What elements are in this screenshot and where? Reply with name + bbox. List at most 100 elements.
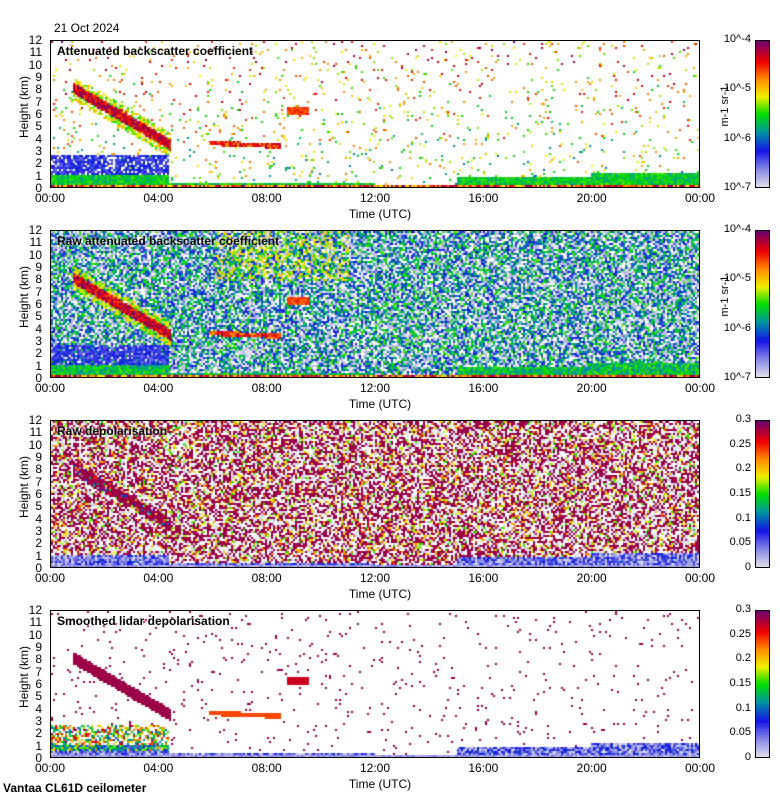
y-tick-label: 7 bbox=[35, 474, 42, 489]
heatmap-cells bbox=[51, 231, 699, 377]
y-tick-label: 5 bbox=[35, 119, 42, 134]
colorbar-tick-label: 10^-7 bbox=[723, 181, 751, 193]
x-tick-label: 08:00 bbox=[251, 191, 282, 205]
x-tick-label: 00:00 bbox=[34, 571, 66, 585]
x-tick-label: 12:00 bbox=[359, 191, 391, 205]
panel-3: Raw depolarisation Height (km) 0 1 2 3 4 5 6 7 8 9 1… bbox=[0, 413, 780, 610]
colorbar-tick-label: 0.1 bbox=[735, 511, 751, 524]
date-label: 21 Oct 2024 bbox=[54, 21, 120, 35]
y-tick-label: 10 bbox=[28, 247, 42, 262]
y-tick-label: 6 bbox=[35, 297, 42, 311]
panel-4: Smoothed lidar depolarisation Height (km)… bbox=[0, 603, 780, 800]
y-tick-label: 2 bbox=[35, 726, 42, 741]
colorbar-tick-label: 0.1 bbox=[735, 701, 751, 714]
x-axis-label: Time (UTC) bbox=[348, 777, 412, 791]
y-tick-label: 3 bbox=[35, 714, 42, 728]
heatmap-plot bbox=[50, 230, 700, 378]
y-tick-label: 5 bbox=[35, 689, 42, 704]
y-tick-label: 12 bbox=[28, 413, 42, 427]
x-tick-label: 00:00 bbox=[34, 761, 66, 775]
x-tick-label: 04:00 bbox=[143, 381, 174, 395]
x-tick-label: 16:00 bbox=[468, 381, 499, 395]
x-axis-label: Time (UTC) bbox=[348, 397, 412, 411]
y-tick-label: 4 bbox=[35, 701, 42, 716]
colorbar-tick-label: 0.25 bbox=[729, 627, 751, 640]
x-axis-label: Time (UTC) bbox=[348, 587, 412, 601]
y-tick-label: 11 bbox=[29, 425, 42, 440]
x-tick-label: 12:00 bbox=[359, 571, 391, 585]
heatmap-plot bbox=[50, 610, 700, 758]
y-tick-label: 4 bbox=[35, 511, 42, 526]
x-tick-label: 04:00 bbox=[143, 191, 174, 205]
panel-title: Raw depolarisation bbox=[57, 424, 168, 438]
colorbar-unit: m-1 sr-1 bbox=[719, 85, 731, 127]
y-tick-label: 0 bbox=[35, 751, 42, 765]
heatmap-cells bbox=[51, 41, 699, 187]
x-tick-label: 00:00 bbox=[684, 761, 716, 775]
y-tick-label: 3 bbox=[35, 334, 42, 348]
x-tick-label: 20:00 bbox=[576, 381, 607, 395]
y-tick-label: 5 bbox=[35, 309, 42, 324]
panel-title: Raw attenuated backscatter coefficient bbox=[57, 234, 280, 248]
y-tick-label: 3 bbox=[35, 524, 42, 538]
colorbar-tick-label: 0 bbox=[744, 751, 751, 763]
x-tick-label: 16:00 bbox=[468, 761, 499, 775]
colorbar-tick-label: 10^-5 bbox=[723, 82, 751, 95]
colorbar-tick-label: 10^-5 bbox=[723, 272, 751, 285]
colorbar bbox=[755, 40, 770, 188]
panel-title: Smoothed lidar depolarisation bbox=[57, 614, 230, 628]
y-tick-label: 4 bbox=[35, 321, 42, 336]
colorbar-tick-label: 0.2 bbox=[735, 652, 751, 665]
x-tick-label: 20:00 bbox=[576, 761, 607, 775]
colorbar-tick-label: 0.2 bbox=[735, 462, 751, 475]
x-tick-label: 08:00 bbox=[251, 761, 282, 775]
x-tick-label: 12:00 bbox=[359, 381, 391, 395]
colorbar-tick-label: 0.15 bbox=[729, 487, 751, 499]
x-tick-label: 20:00 bbox=[576, 191, 607, 205]
x-tick-label: 12:00 bbox=[359, 761, 391, 775]
y-tick-label: 9 bbox=[35, 640, 42, 654]
y-tick-label: 5 bbox=[35, 499, 42, 514]
x-tick-label: 20:00 bbox=[576, 571, 607, 585]
colorbar bbox=[755, 610, 770, 758]
y-tick-label: 6 bbox=[35, 487, 42, 501]
panel-1: Attenuated backscatter coefficient Height… bbox=[0, 33, 780, 230]
y-tick-label: 8 bbox=[35, 652, 42, 667]
x-tick-label: 08:00 bbox=[251, 381, 282, 395]
colorbar-tick-label: 10^-4 bbox=[723, 223, 751, 235]
y-tick-label: 10 bbox=[28, 437, 42, 452]
y-tick-label: 6 bbox=[35, 677, 42, 691]
y-tick-label: 0 bbox=[35, 561, 42, 575]
colorbar-tick-label: 10^-6 bbox=[723, 131, 751, 144]
y-tick-label: 4 bbox=[35, 131, 42, 146]
x-tick-label: 16:00 bbox=[468, 571, 499, 585]
heatmap-cells bbox=[51, 421, 699, 567]
colorbar-tick-label: 10^-7 bbox=[723, 371, 751, 383]
colorbar-tick-label: 0.3 bbox=[735, 603, 751, 615]
colorbar-unit: m-1 sr-1 bbox=[719, 275, 731, 317]
y-tick-label: 7 bbox=[35, 94, 42, 109]
y-tick-label: 9 bbox=[35, 260, 42, 274]
y-tick-label: 11 bbox=[29, 235, 42, 250]
heatmap-cells bbox=[51, 611, 699, 757]
panel-title: Attenuated backscatter coefficient bbox=[57, 44, 254, 58]
y-tick-label: 7 bbox=[35, 664, 42, 679]
colorbar-tick-label: 0.3 bbox=[735, 413, 751, 425]
y-tick-label: 2 bbox=[35, 346, 42, 361]
colorbar-tick-label: 0 bbox=[744, 561, 751, 573]
colorbar-tick-label: 10^-6 bbox=[723, 321, 751, 334]
colorbar-tick-label: 0.15 bbox=[729, 677, 751, 689]
heatmap-plot bbox=[50, 420, 700, 568]
x-tick-label: 08:00 bbox=[251, 571, 282, 585]
colorbar bbox=[755, 230, 770, 378]
colorbar-tick-label: 10^-4 bbox=[723, 33, 751, 45]
panel-2: Raw attenuated backscatter coefficient He… bbox=[0, 223, 780, 420]
y-tick-label: 12 bbox=[28, 223, 42, 237]
colorbar-tick-label: 0.25 bbox=[729, 437, 751, 450]
y-tick-label: 0 bbox=[35, 181, 42, 195]
y-tick-label: 0 bbox=[35, 371, 42, 385]
y-tick-label: 11 bbox=[29, 45, 42, 60]
x-tick-label: 04:00 bbox=[143, 571, 174, 585]
colorbar-tick-label: 0.05 bbox=[729, 726, 751, 739]
x-axis-label: Time (UTC) bbox=[348, 207, 412, 221]
